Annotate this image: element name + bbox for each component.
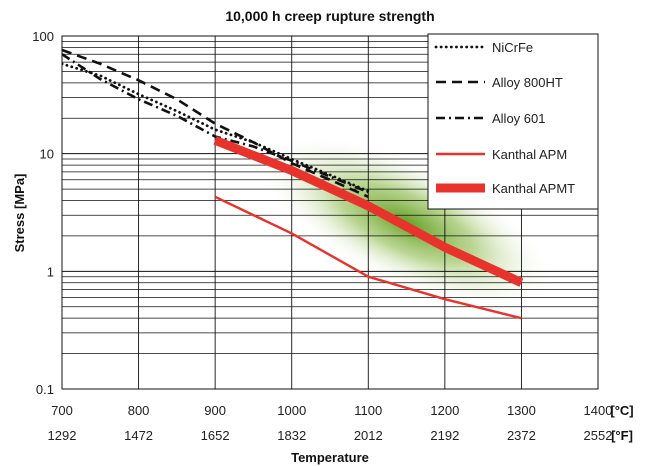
x-tick-label-celsius: 1000 [277,403,306,418]
y-tick-label: 0.1 [36,382,54,397]
x-tick-label-fahrenheit: 1292 [48,428,77,443]
x-tick-label-celsius: 700 [51,403,73,418]
legend-label: Alloy 601 [492,111,545,126]
series-line-kanthal-apm [214,195,522,320]
y-tick-label: 100 [32,29,54,44]
legend-label: Kanthal APMT [492,181,575,196]
y-tick-label: 10 [40,147,54,162]
x-tick-label-celsius: 1100 [354,403,382,418]
x-tick-label-fahrenheit: 1652 [201,428,230,443]
legend-label: NiCrFe [492,40,533,55]
x-tick-label-fahrenheit: 1832 [277,428,306,443]
y-tick-labels: 0.1 1 10 100 [32,29,54,397]
legend-label: Kanthal APM [492,147,567,162]
legend-label: Alloy 800HT [492,75,563,90]
x-tick-label-fahrenheit: 2192 [430,428,459,443]
x-tick-labels: 700 1292 800 1472 900 1652 1000 1832 1100 2012 120… [48,403,613,443]
x-tick-label-celsius: 1200 [430,403,459,418]
x-unit-celsius: [°C] [610,403,633,418]
x-tick-label-fahrenheit: 2012 [354,428,383,443]
x-tick-label-fahrenheit: 1472 [124,428,153,443]
x-unit-fahrenheit: [°F] [611,428,633,443]
plot-frame [61,35,599,390]
chart-title: 10,000 h creep rupture strength [225,8,434,24]
x-tick-label-celsius: 900 [204,403,226,418]
legend: NiCrFe Alloy 800HT Alloy 601 Kanthal APM Kan… [427,33,599,210]
x-tick-label-celsius: 1400 [584,403,613,418]
y-axis-label: Stress [MPa] [12,174,27,253]
y-tick-label: 1 [47,264,54,279]
x-axis-label: Temperature [291,450,369,465]
series-line-kanthal-apmt [213,136,524,287]
x-tick-label-celsius: 800 [128,403,150,418]
x-tick-label-fahrenheit: 2552 [584,428,613,443]
series-lines [62,48,524,320]
series-line-alloy-800ht [62,48,369,198]
legend-box [427,33,599,210]
x-tick-label-celsius: 1300 [507,403,536,418]
series-line-nicrfe [62,62,370,193]
series-line-alloy-601 [62,53,369,194]
x-tick-label-fahrenheit: 2372 [507,428,536,443]
